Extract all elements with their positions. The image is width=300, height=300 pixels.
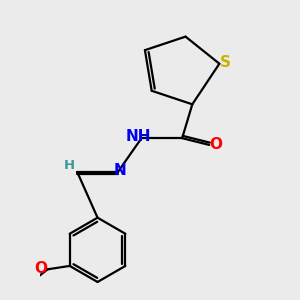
Text: NH: NH (125, 129, 151, 144)
Text: O: O (34, 261, 47, 276)
Text: N: N (113, 163, 126, 178)
Text: S: S (220, 55, 231, 70)
Text: O: O (209, 137, 223, 152)
Text: H: H (64, 159, 75, 172)
